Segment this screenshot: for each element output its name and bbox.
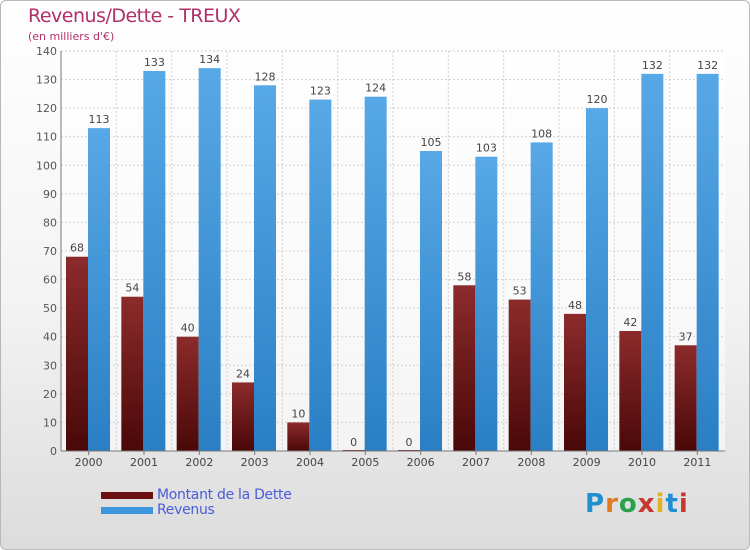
y-tick-label: 70 (43, 245, 57, 258)
logo-letter: t (665, 489, 679, 519)
bar-revenus (143, 71, 166, 451)
data-label-debt: 37 (679, 330, 693, 343)
x-tick-label: 2000 (75, 456, 103, 469)
chart-title: Revenus/Dette - TREUX (28, 5, 241, 27)
data-label-revenus: 134 (199, 53, 220, 66)
bar-debt (287, 422, 310, 451)
legend-label-revenus: Revenus (157, 502, 215, 518)
y-tick-label: 50 (43, 302, 57, 315)
data-label-debt: 24 (236, 367, 250, 380)
y-tick-label: 60 (43, 274, 57, 287)
bar-debt (674, 345, 697, 451)
data-label-revenus: 105 (421, 136, 442, 149)
x-tick-label: 2006 (407, 456, 435, 469)
data-label-debt: 54 (125, 282, 139, 295)
bar-revenus (254, 85, 276, 452)
x-tick-label: 2007 (462, 456, 490, 469)
bar-debt (564, 313, 586, 451)
x-tick-label: 2001 (130, 456, 158, 469)
y-tick-label: 100 (36, 159, 57, 172)
bar-revenus (309, 99, 332, 452)
data-label-debt: 42 (623, 316, 637, 329)
logo-letter: x (637, 489, 656, 519)
bar-revenus (475, 156, 498, 451)
x-tick-label: 2011 (683, 456, 711, 469)
bar-revenus (420, 151, 442, 451)
data-label-revenus: 120 (587, 93, 608, 106)
x-tick-label: 2005 (351, 456, 379, 469)
data-label-revenus: 132 (697, 59, 718, 72)
bar-revenus (88, 128, 110, 451)
legend-label-debt: Montant de la Dette (157, 487, 292, 503)
x-tick-label: 2004 (296, 456, 324, 469)
data-label-debt: 68 (70, 242, 84, 255)
y-tick-label: 90 (43, 188, 57, 201)
bar-revenus (198, 68, 221, 452)
bar-revenus (530, 142, 553, 451)
x-tick-label: 2008 (517, 456, 545, 469)
y-tick-label: 140 (36, 45, 57, 58)
data-label-revenus: 103 (476, 142, 497, 155)
legend-swatch-debt (101, 492, 153, 499)
bar-revenus (586, 108, 608, 452)
data-label-debt: 58 (457, 270, 471, 283)
y-tick-label: 0 (50, 445, 57, 458)
logo-letter: o (618, 489, 638, 519)
bar-revenus (696, 73, 719, 451)
bar-debt (232, 382, 254, 451)
data-label-debt: 40 (181, 322, 195, 335)
y-tick-label: 130 (36, 74, 57, 87)
bar-revenus (641, 73, 664, 451)
x-tick-label: 2003 (241, 456, 269, 469)
data-label-revenus: 108 (531, 127, 552, 140)
y-tick-label: 80 (43, 216, 57, 229)
x-tick-label: 2002 (185, 456, 213, 469)
bars (66, 68, 719, 452)
y-tick-label: 10 (43, 416, 57, 429)
data-label-debt: 0 (350, 436, 357, 449)
data-label-revenus: 113 (89, 113, 110, 126)
data-label-debt: 53 (513, 285, 527, 298)
bar-revenus (364, 96, 387, 451)
grid (61, 50, 725, 451)
bar-debt (121, 296, 144, 451)
data-label-revenus: 124 (365, 82, 386, 95)
bar-debt (176, 336, 199, 451)
y-tick-label: 20 (43, 388, 57, 401)
logo-letter: P (585, 489, 606, 519)
data-label-revenus: 132 (642, 59, 663, 72)
bar-debt (66, 256, 88, 451)
x-tick-label: 2010 (628, 456, 656, 469)
data-label-revenus: 123 (310, 85, 331, 98)
y-tick-label: 120 (36, 102, 57, 115)
y-tick-label: 110 (36, 131, 57, 144)
bar-debt (619, 331, 642, 451)
bar-debt (453, 285, 476, 451)
axes: 0102030405060708090100110120130140681132… (36, 45, 725, 469)
x-tick-label: 2009 (573, 456, 601, 469)
y-tick-label: 40 (43, 331, 57, 344)
data-label-revenus: 128 (255, 70, 276, 83)
data-label-debt: 48 (568, 299, 582, 312)
logo-letter: r (605, 489, 619, 519)
legend-swatch-revenus (101, 507, 153, 514)
logo-letter: i (655, 489, 666, 519)
bar-debt (508, 299, 531, 451)
chart-subtitle: (en milliers d'€) (28, 30, 115, 43)
data-label-debt: 10 (291, 407, 305, 420)
logo-letter: i (678, 489, 689, 519)
y-tick-label: 30 (43, 359, 57, 372)
proxiti-logo: Proxiti (585, 489, 689, 519)
data-label-debt: 0 (406, 436, 413, 449)
data-label-revenus: 133 (144, 56, 165, 69)
